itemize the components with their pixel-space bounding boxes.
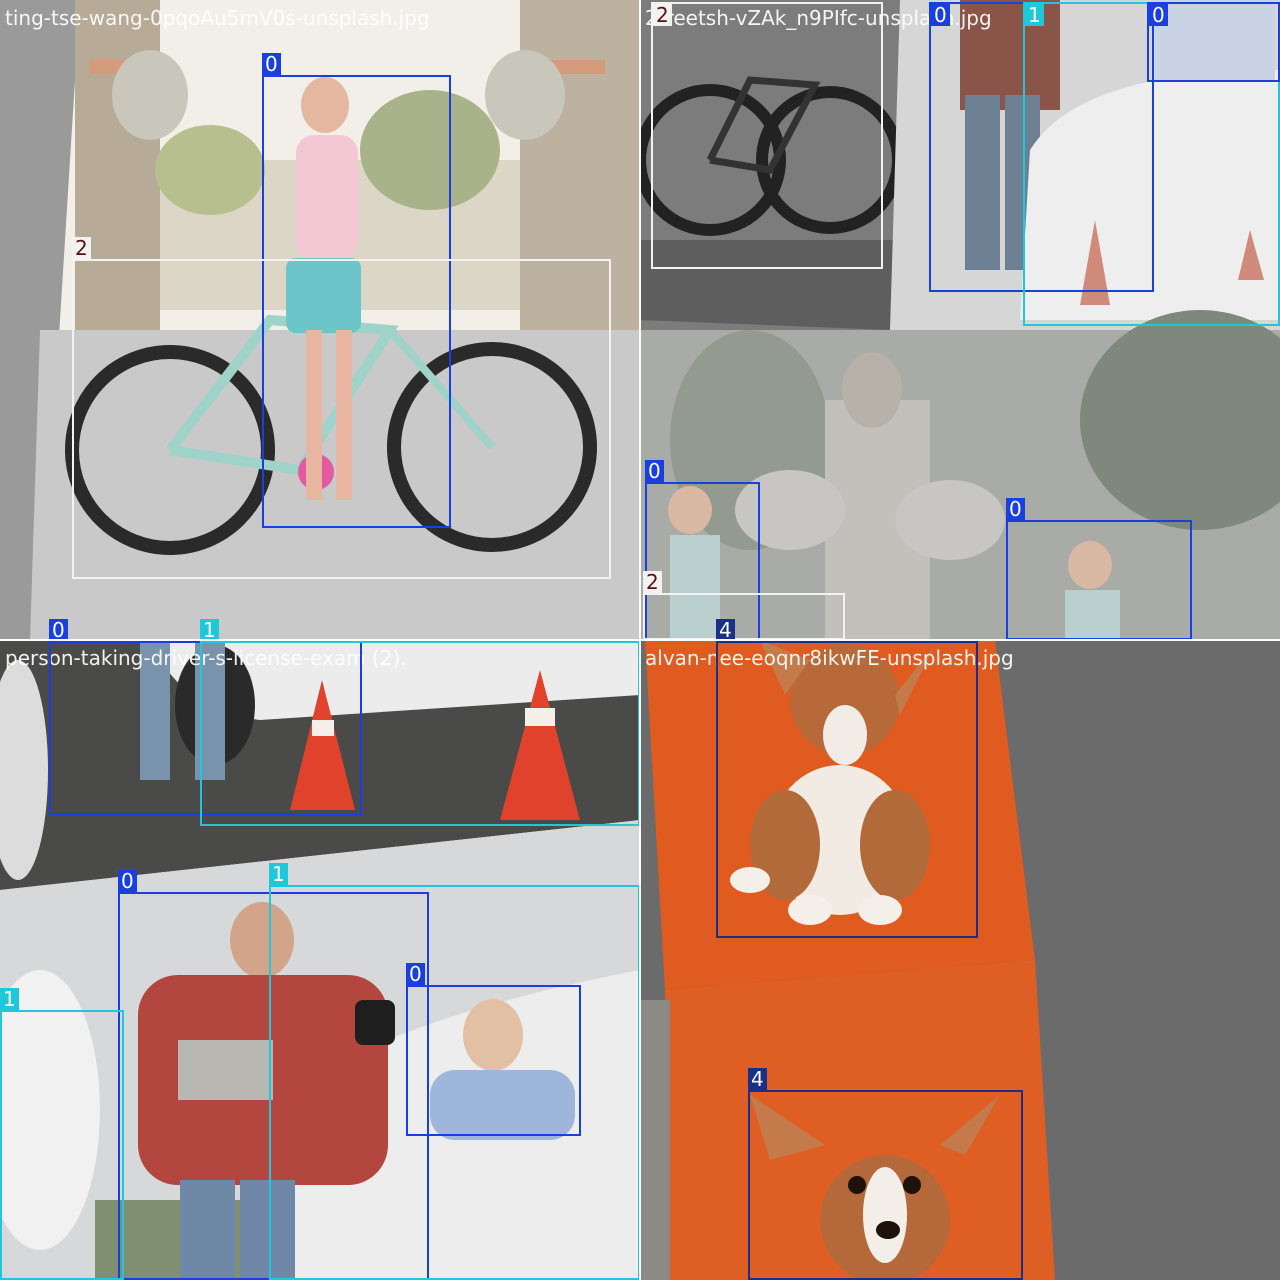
tile-filename: alvan-nee-eoqnr8ikwFE-unsplash.jpg [645, 646, 1014, 670]
cyclist-photo [0, 0, 640, 640]
box-class-label: 2 [653, 4, 672, 26]
driving-exam-photo [0, 640, 640, 1280]
box-class-label: 0 [1006, 498, 1025, 520]
grid-divider-horizontal [0, 639, 1280, 641]
box-class-label: 0 [1149, 4, 1168, 26]
detection-box: 1 [200, 619, 640, 826]
tile-filename: ting-tse-wang-0pqoAu5mV0s-unsplash.jpg [5, 6, 430, 30]
detection-box: 1 [0, 988, 124, 1280]
box-class-label: 0 [931, 4, 950, 26]
box-class-label: 2 [72, 237, 91, 259]
box-class-label: 2 [643, 571, 662, 593]
mosaic-tile-mixed: 2treetsh-vZAk_n9PIfc-unsplash.jpg [640, 0, 1280, 640]
box-class-label: 0 [49, 619, 68, 641]
mixed-photo [640, 0, 1280, 640]
detection-box: 0 [1006, 498, 1192, 640]
corgi-photo [640, 640, 1280, 1280]
detection-box: 0 [406, 963, 581, 1136]
mosaic-tile-driving-exam: person-taking-driver-s-license-exam (2). [0, 640, 640, 1280]
box-class-label: 1 [0, 988, 19, 1010]
box-class-label: 0 [118, 870, 137, 892]
box-class-label: 1 [1025, 4, 1044, 26]
detection-box: 2 [651, 2, 883, 269]
detection-box: 0 [1147, 2, 1280, 82]
detection-box: 2 [643, 571, 845, 640]
box-class-label: 1 [269, 863, 288, 885]
box-class-label: 0 [645, 460, 664, 482]
box-class-label: 0 [262, 53, 281, 75]
box-class-label: 4 [748, 1068, 767, 1090]
mosaic-tile-cyclist: ting-tse-wang-0pqoAu5mV0s-unsplash.jpg [0, 0, 640, 640]
box-class-label: 0 [406, 963, 425, 985]
mosaic-tile-corgi: alvan-nee-eoqnr8ikwFE-unsplash.jpg [640, 640, 1280, 1280]
detection-box: 2 [72, 237, 611, 579]
tile-filename: person-taking-driver-s-license-exam (2). [5, 646, 407, 670]
box-class-label: 4 [716, 619, 735, 641]
detection-box: 4 [716, 619, 978, 938]
box-class-label: 1 [200, 619, 219, 641]
detection-box: 0 [262, 53, 451, 528]
detection-box: 4 [748, 1068, 1023, 1280]
